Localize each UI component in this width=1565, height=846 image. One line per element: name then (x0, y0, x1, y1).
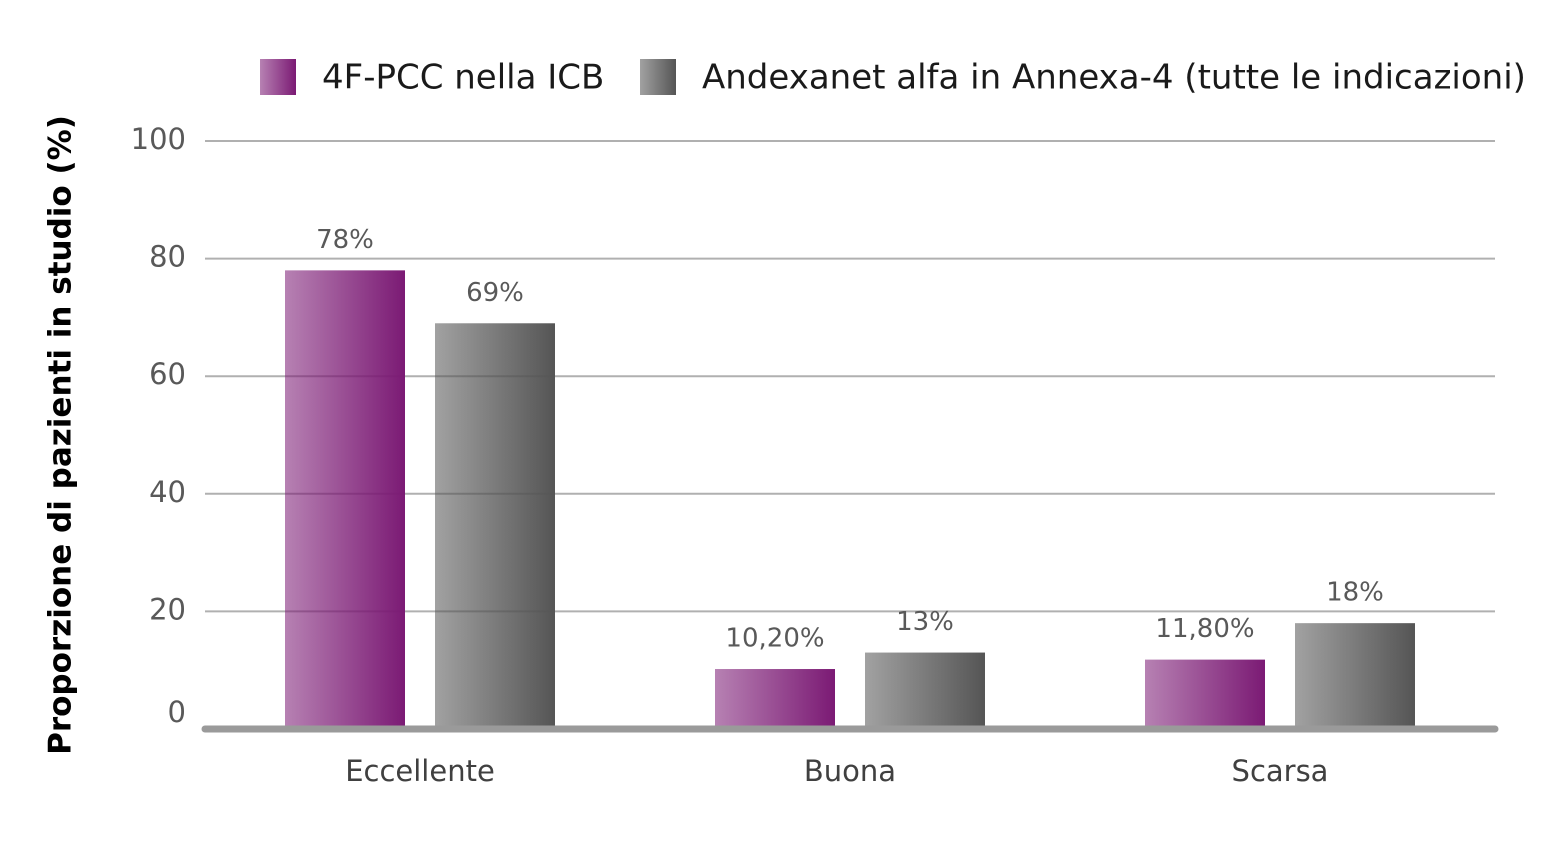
y-tick-label: 80 (149, 240, 186, 274)
legend-swatch (260, 59, 296, 95)
bar (1295, 623, 1415, 729)
y-tick-label: 20 (149, 592, 186, 626)
x-tick-label: Scarsa (1232, 754, 1329, 788)
x-tick-label: Buona (804, 754, 896, 788)
y-tick-label: 100 (131, 122, 186, 156)
x-tick-label: Eccellente (345, 754, 495, 788)
value-label: 13% (896, 607, 954, 637)
bar (865, 652, 985, 729)
value-label: 18% (1326, 578, 1384, 608)
y-tick-label: 40 (149, 475, 186, 509)
legend-label: Andexanet alfa in Annexa-4 (tutte le ind… (702, 58, 1526, 98)
value-label: 11,80% (1155, 614, 1254, 644)
value-label: 10,20% (725, 624, 824, 654)
y-axis-label: Proporzione di pazienti in studio (%) (43, 115, 79, 755)
value-label: 69% (466, 278, 524, 308)
legend-label: 4F-PCC nella ICB (322, 58, 604, 98)
bar (435, 323, 555, 729)
bar (285, 270, 405, 729)
legend-swatch (640, 59, 676, 95)
bar (715, 669, 835, 729)
y-tick-label: 60 (149, 357, 186, 391)
y-tick-label: 0 (168, 695, 186, 729)
value-label: 78% (316, 225, 374, 255)
bar (1145, 659, 1265, 729)
